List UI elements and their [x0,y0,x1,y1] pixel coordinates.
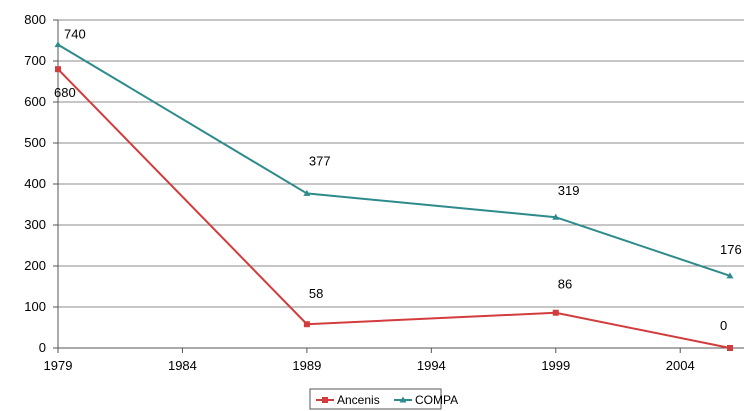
y-tick-label-800: 800 [24,12,46,27]
x-tick-label-1984: 1984 [168,358,197,373]
data-label-compa-1989: 377 [309,153,331,168]
data-label-ancenis-1999: 86 [558,277,572,292]
data-point-compa-1979 [54,41,62,48]
legend-label-compa: COMPA [415,393,458,407]
data-point-ancenis-1999 [552,309,559,316]
data-label-compa-2006: 176 [720,242,742,257]
data-point-ancenis-1989 [303,321,310,328]
data-label-compa-1999: 319 [558,183,580,198]
axes [53,19,744,353]
y-tick-label-100: 100 [24,299,46,314]
x-tick-label-1994: 1994 [417,358,446,373]
data-label-compa-1979: 740 [64,27,86,42]
y-tick-label-500: 500 [24,135,46,150]
legend-marker-compa [399,396,407,403]
series-line-compa [57,43,731,277]
data-point-compa-1999 [552,213,560,220]
series-line-ancenis [57,68,731,349]
data-labels: 680 58 86 0 740 377 319 176 [54,27,742,333]
data-label-ancenis-1979: 680 [54,85,76,100]
legend-marker-ancenis [322,397,328,403]
y-tick-label-400: 400 [24,176,46,191]
x-tick-label-1989: 1989 [292,358,321,373]
y-tick-label-0: 0 [39,340,46,355]
y-tick-label-300: 300 [24,217,46,232]
series-lines [54,41,734,351]
legend: Ancenis COMPA [309,388,458,410]
x-tick-label-1999: 1999 [541,358,570,373]
data-label-ancenis-2006: 0 [720,318,727,333]
y-axis-tick-labels: 0 100 200 300 400 500 600 700 800 [24,12,46,355]
data-point-compa-2006 [726,272,734,279]
x-axis-tick-labels: 1979 1984 1989 1994 1999 2004 [44,358,695,373]
x-tick-label-1979: 1979 [44,358,73,373]
data-point-ancenis-1979 [55,66,61,73]
y-tick-label-200: 200 [24,258,46,273]
y-tick-label-700: 700 [24,53,46,68]
data-point-ancenis-2006 [727,345,733,351]
grid-lines [58,19,744,308]
legend-box [309,388,442,410]
y-tick-label-600: 600 [24,94,46,109]
legend-label-ancenis: Ancenis [337,393,380,407]
data-label-ancenis-1989: 58 [309,286,323,301]
data-point-compa-1989 [303,189,311,196]
x-tick-label-2004: 2004 [666,358,695,373]
